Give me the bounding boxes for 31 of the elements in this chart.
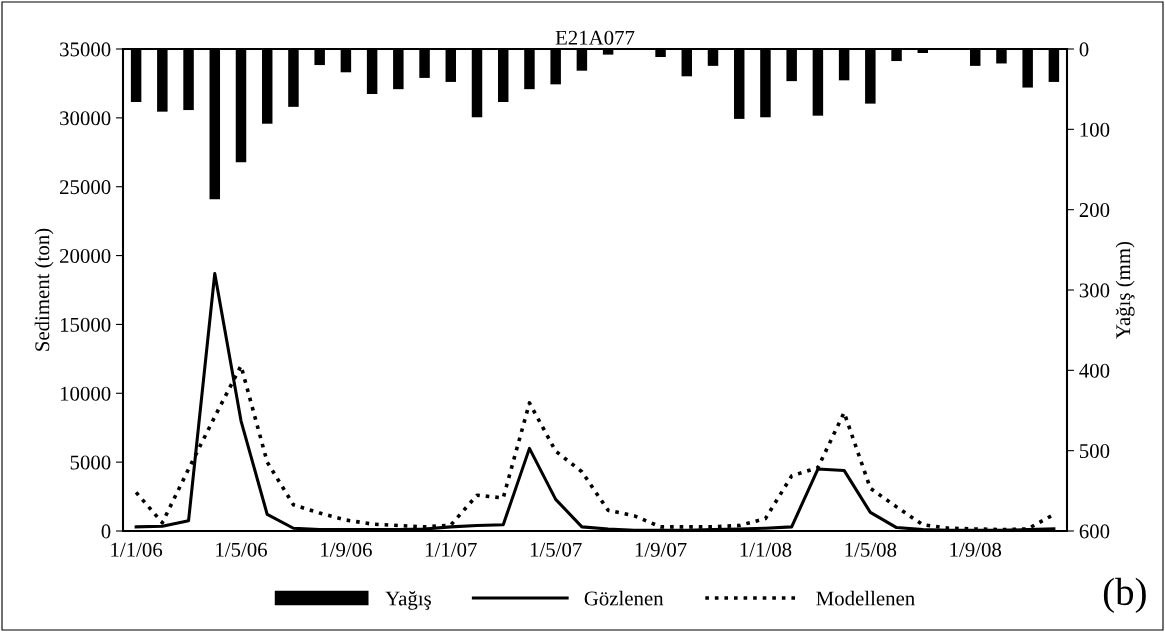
y2-tick-label: 300: [1079, 283, 1110, 298]
x-tick-label: 1/5/07: [530, 542, 582, 557]
y2-tick-label: 200: [1079, 203, 1110, 218]
y-tick-label: 30000: [60, 111, 111, 126]
y-tick-label: 25000: [60, 180, 111, 195]
y2-tick-label: 500: [1080, 444, 1110, 459]
y-tick-label: 20000: [60, 248, 111, 263]
y-tick-label: 5000: [70, 455, 111, 470]
legend-label: Modellenen: [816, 590, 915, 606]
y-tick-label: 35000: [60, 42, 111, 57]
x-tick-label: 1/1/06: [111, 542, 163, 557]
chart-title: E21A077: [555, 30, 635, 45]
text: (b): [1103, 577, 1146, 614]
legend-label: Gözlenen: [584, 590, 664, 606]
y2-tick-label: 0: [1079, 42, 1089, 57]
y2-tick-label: 400: [1079, 363, 1110, 378]
y-tick-label: 0: [101, 524, 111, 539]
y-tick-label: 10000: [60, 386, 111, 401]
x-tick-label: 1/1/08: [740, 542, 792, 557]
y2-tick-label: 100: [1080, 122, 1110, 137]
x-tick-label: 1/9/08: [950, 542, 1002, 557]
y2-tick-label: 600: [1079, 524, 1110, 539]
x-tick-label: 1/9/07: [635, 542, 687, 557]
x-tick-label: 1/5/08: [845, 542, 897, 557]
x-tick-label: 1/5/06: [216, 542, 267, 557]
y-tick-label: 15000: [60, 317, 111, 332]
x-tick-label: 1/1/07: [425, 542, 477, 557]
y-axis-title: Sediment (ton): [34, 228, 54, 351]
x-tick-label: 1/9/06: [321, 542, 372, 557]
y2-axis-title: Yağış (mm): [1115, 241, 1135, 339]
legend-label: Yağış: [385, 591, 431, 610]
